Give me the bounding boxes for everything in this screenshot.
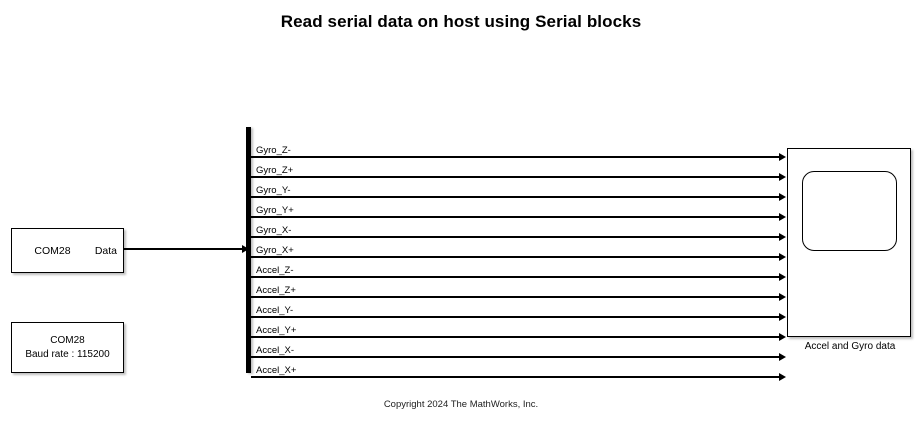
serial-receive-block[interactable]: COM28 Data bbox=[11, 228, 124, 273]
serial-configuration-text: COM28 Baud rate : 115200 bbox=[12, 334, 123, 362]
scope-input-arrow-4 bbox=[779, 212, 786, 221]
scope-caption: Accel and Gyro data bbox=[804, 341, 896, 352]
signal-label-gyro-z: Gyro_Z+ bbox=[256, 165, 294, 176]
scope-input-arrow-3 bbox=[779, 192, 786, 201]
wire-accel-x-straight bbox=[251, 356, 779, 358]
page-title: Read serial data on host using Serial bl… bbox=[280, 12, 642, 31]
signal-label-gyro-y: Gyro_Y+ bbox=[256, 205, 294, 216]
wire-gyro-y-straight bbox=[251, 196, 779, 198]
wire-accel-x-straight bbox=[251, 376, 779, 378]
copyright-notice: Copyright 2024 The MathWorks, Inc. bbox=[383, 399, 539, 410]
wire-accel-y-straight bbox=[251, 336, 779, 338]
signal-label-accel-x: Accel_X- bbox=[256, 345, 295, 356]
wire-serial-receive-to-demux bbox=[124, 248, 242, 250]
signal-label-accel-y: Accel_Y- bbox=[256, 305, 294, 316]
signal-label-gyro-x: Gyro_X- bbox=[256, 225, 292, 236]
scope-input-arrow-7 bbox=[779, 272, 786, 281]
scope-input-arrow-11 bbox=[779, 352, 786, 361]
signal-label-gyro-z: Gyro_Z- bbox=[256, 145, 291, 156]
scope-input-arrow-2 bbox=[779, 172, 786, 181]
scope-input-arrow-10 bbox=[779, 332, 786, 341]
wire-gyro-z-straight bbox=[251, 156, 779, 158]
signal-label-accel-z: Accel_Z+ bbox=[256, 285, 296, 296]
signal-label-accel-y: Accel_Y+ bbox=[256, 325, 297, 336]
scope-block[interactable] bbox=[787, 148, 911, 337]
signal-label-accel-z: Accel_Z- bbox=[256, 265, 294, 276]
serial-configuration-baud-label: Baud rate : 115200 bbox=[25, 348, 110, 360]
scope-input-arrow-6 bbox=[779, 252, 786, 261]
wire-accel-y-straight bbox=[251, 316, 779, 318]
wire-accel-z-straight bbox=[251, 276, 779, 278]
scope-screen-icon bbox=[802, 171, 897, 251]
wire-gyro-x-straight bbox=[251, 256, 779, 258]
serial-configuration-block[interactable]: COM28 Baud rate : 115200 bbox=[11, 322, 124, 373]
wire-gyro-z-straight bbox=[251, 176, 779, 178]
demux-input-arrow bbox=[242, 244, 249, 253]
scope-input-arrow-9 bbox=[779, 312, 786, 321]
serial-receive-output-label: Data bbox=[94, 244, 117, 257]
wire-gyro-x-straight bbox=[251, 236, 779, 238]
scope-input-arrow-12 bbox=[779, 372, 786, 381]
signal-label-gyro-y: Gyro_Y- bbox=[256, 185, 291, 196]
serial-receive-port-label: COM28 bbox=[34, 244, 71, 257]
signal-label-accel-x: Accel_X+ bbox=[256, 365, 297, 376]
signal-label-gyro-x: Gyro_X+ bbox=[256, 245, 294, 256]
scope-input-arrow-5 bbox=[779, 232, 786, 241]
wire-gyro-y-straight bbox=[251, 216, 779, 218]
wire-accel-z-straight bbox=[251, 296, 779, 298]
scope-input-arrow-8 bbox=[779, 292, 786, 301]
serial-configuration-port-label: COM28 bbox=[50, 334, 85, 346]
scope-input-arrow-1 bbox=[779, 152, 786, 161]
